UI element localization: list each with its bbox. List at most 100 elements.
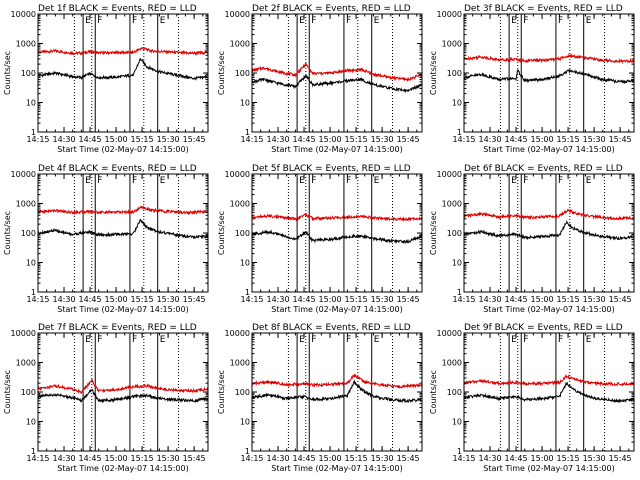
- y-tick-label: 10000: [225, 329, 250, 338]
- y-tick-label: 100: [235, 388, 250, 397]
- interval-marker-label: F: [558, 16, 563, 26]
- series-line-lld: [463, 208, 635, 221]
- series-line-lld: [37, 378, 209, 394]
- x-tick-label: 15:00: [531, 454, 554, 463]
- interval-marker-label: E: [299, 335, 305, 345]
- x-axis-label: Start Time (02-May-07 14:15:00): [483, 145, 614, 154]
- x-tick-label: 15:30: [583, 295, 606, 304]
- y-tick-label: 10: [240, 99, 250, 108]
- interval-marker-label: F: [523, 16, 528, 26]
- y-tick-label: 100: [21, 229, 36, 238]
- x-axis-label: Start Time (02-May-07 14:15:00): [57, 145, 188, 154]
- interval-marker-label: F: [132, 16, 137, 26]
- x-axis-label: Start Time (02-May-07 14:15:00): [57, 305, 188, 314]
- x-tick-label: 14:45: [505, 454, 528, 463]
- x-tick-label: 15:00: [319, 454, 342, 463]
- y-tick-label: 1: [457, 288, 462, 297]
- y-tick-label: 1000: [442, 40, 462, 49]
- x-tick-label: 15:15: [131, 295, 154, 304]
- y-tick-label: 100: [447, 69, 462, 78]
- y-tick-label: 10000: [225, 170, 250, 179]
- interval-marker-label: E: [586, 176, 592, 186]
- x-tick-label: 15:30: [371, 295, 394, 304]
- x-tick-label: 14:15: [240, 454, 263, 463]
- y-tick-label: 1: [245, 128, 250, 137]
- series-line-lld: [251, 62, 423, 82]
- x-tick-label: 15:30: [157, 295, 180, 304]
- y-tick-label: 100: [235, 69, 250, 78]
- y-axis-label: Counts/sec: [217, 211, 226, 255]
- x-tick-label: 15:15: [557, 135, 580, 144]
- x-tick-label: 15:00: [105, 454, 128, 463]
- y-tick-label: 1000: [442, 200, 462, 209]
- x-tick-label: 15:45: [397, 135, 420, 144]
- x-tick-label: 14:30: [266, 454, 289, 463]
- x-axis-label: Start Time (02-May-07 14:15:00): [271, 464, 402, 473]
- y-tick-label: 100: [21, 388, 36, 397]
- interval-marker-label: F: [132, 176, 137, 186]
- interval-marker-label: E: [374, 335, 380, 345]
- x-tick-label: 14:45: [293, 135, 316, 144]
- x-tick-label: 15:30: [157, 135, 180, 144]
- y-axis-label: Counts/sec: [3, 370, 12, 414]
- x-tick-label: 15:15: [557, 295, 580, 304]
- x-tick-label: 14:30: [52, 454, 75, 463]
- y-axis-label: Counts/sec: [429, 51, 438, 95]
- y-tick-label: 1: [245, 447, 250, 456]
- x-tick-label: 14:30: [478, 454, 501, 463]
- interval-marker-label: F: [346, 176, 351, 186]
- x-tick-label: 15:15: [345, 454, 368, 463]
- x-axis-label: Start Time (02-May-07 14:15:00): [271, 145, 402, 154]
- series-line-events: [463, 219, 635, 241]
- y-tick-label: 1: [457, 447, 462, 456]
- x-tick-label: 14:45: [79, 454, 102, 463]
- x-tick-label: 14:15: [26, 295, 49, 304]
- x-tick-label: 15:15: [345, 295, 368, 304]
- y-axis-label: Counts/sec: [217, 370, 226, 414]
- x-tick-label: 15:45: [397, 454, 420, 463]
- panel-title: Det 5f BLACK = Events, RED = LLD: [252, 164, 411, 174]
- y-tick-label: 10: [452, 418, 462, 427]
- x-tick-label: 15:30: [371, 135, 394, 144]
- x-tick-label: 14:15: [26, 454, 49, 463]
- x-tick-label: 14:30: [266, 295, 289, 304]
- y-tick-label: 1000: [442, 359, 462, 368]
- x-tick-label: 14:45: [79, 135, 102, 144]
- x-axis-label: Start Time (02-May-07 14:15:00): [271, 305, 402, 314]
- y-tick-label: 1000: [230, 359, 250, 368]
- x-axis-label: Start Time (02-May-07 14:15:00): [483, 464, 614, 473]
- y-tick-label: 100: [21, 69, 36, 78]
- y-tick-label: 10000: [437, 170, 462, 179]
- y-tick-label: 100: [235, 229, 250, 238]
- interval-marker-label: E: [160, 176, 166, 186]
- interval-marker-label: E: [586, 16, 592, 26]
- x-tick-label: 14:30: [478, 295, 501, 304]
- series-line-lld: [251, 373, 423, 389]
- interval-marker-label: E: [160, 16, 166, 26]
- interval-marker-label: E: [511, 16, 517, 26]
- x-tick-label: 14:15: [26, 135, 49, 144]
- x-tick-label: 14:45: [505, 135, 528, 144]
- x-tick-label: 14:15: [452, 135, 475, 144]
- x-tick-label: 15:30: [157, 454, 180, 463]
- x-tick-label: 14:45: [79, 295, 102, 304]
- y-tick-label: 10000: [11, 329, 36, 338]
- interval-marker-label: E: [511, 335, 517, 345]
- x-tick-label: 14:45: [293, 295, 316, 304]
- series-line-events: [251, 74, 423, 94]
- y-tick-label: 10: [240, 259, 250, 268]
- y-tick-label: 10: [26, 259, 36, 268]
- series-line-lld: [37, 205, 209, 216]
- y-tick-label: 10: [26, 99, 36, 108]
- x-tick-label: 15:30: [583, 135, 606, 144]
- x-tick-label: 15:30: [371, 454, 394, 463]
- x-tick-label: 15:00: [531, 295, 554, 304]
- interval-marker-label: F: [346, 16, 351, 26]
